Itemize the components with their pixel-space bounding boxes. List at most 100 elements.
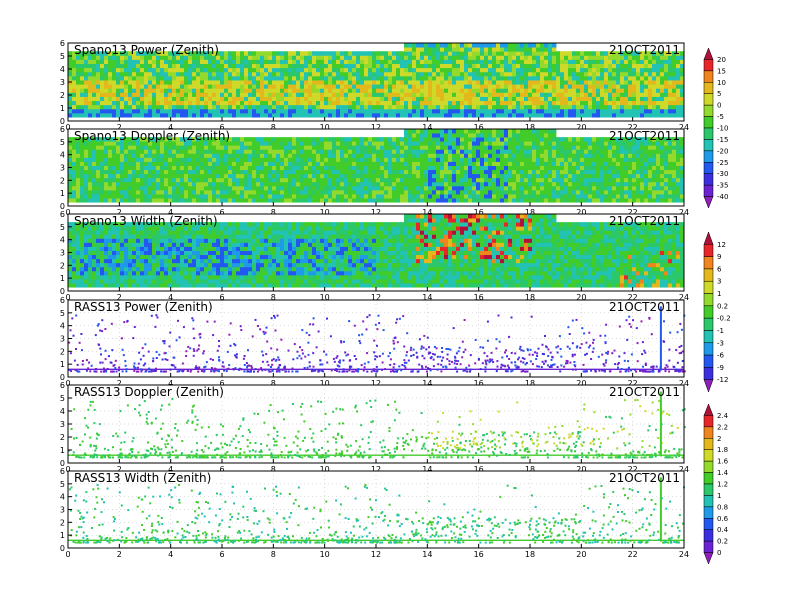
heatmap-cell	[596, 80, 600, 85]
heatmap-cell	[584, 170, 588, 174]
heatmap-cell	[580, 97, 584, 102]
heatmap-cell	[436, 182, 440, 186]
heatmap-cell	[388, 105, 392, 110]
heatmap-cell	[272, 162, 276, 166]
heatmap-cell	[368, 97, 372, 102]
heatmap-cell	[540, 68, 544, 73]
heatmap-cell	[396, 149, 400, 153]
heatmap-cell	[620, 174, 624, 178]
heatmap-cell	[108, 72, 112, 77]
heatmap-cell	[116, 88, 120, 93]
heatmap-cell	[140, 166, 144, 170]
heatmap-cell	[384, 59, 388, 64]
heatmap-cell	[132, 59, 136, 64]
heatmap-cell	[112, 194, 116, 198]
heatmap-cell	[80, 153, 84, 157]
heatmap-cell	[264, 68, 268, 73]
heatmap-cell	[464, 109, 468, 114]
heatmap-cell	[408, 170, 412, 174]
heatmap-cell	[508, 194, 512, 198]
heatmap-cell	[540, 43, 544, 48]
heatmap-cell	[352, 55, 356, 60]
heatmap-cell	[324, 59, 328, 64]
heatmap-cell	[444, 55, 448, 60]
heatmap-cell	[92, 80, 96, 85]
heatmap-cell	[344, 72, 348, 77]
heatmap-cell	[364, 101, 368, 106]
heatmap-cell	[264, 51, 268, 56]
heatmap-cell	[172, 97, 176, 102]
heatmap-cell	[124, 109, 128, 114]
heatmap-cell	[88, 101, 92, 106]
heatmap-cell	[136, 162, 140, 166]
heatmap-cell	[480, 76, 484, 81]
heatmap-cell	[580, 190, 584, 194]
heatmap-cell	[120, 101, 124, 106]
heatmap-cell	[396, 84, 400, 89]
heatmap-cell	[548, 166, 552, 170]
heatmap-cell	[432, 105, 436, 110]
heatmap-cell	[508, 198, 512, 202]
heatmap-cell	[676, 101, 680, 106]
heatmap-cell	[400, 149, 404, 153]
heatmap-cell	[636, 182, 640, 186]
heatmap-cell	[188, 84, 192, 89]
heatmap-cell	[560, 105, 564, 110]
heatmap-cell	[244, 92, 248, 97]
heatmap-cell	[148, 113, 152, 118]
heatmap-cell	[444, 162, 448, 166]
heatmap-cell	[232, 92, 236, 97]
heatmap-cell	[104, 190, 108, 194]
heatmap-cell	[100, 72, 104, 77]
heatmap-cell	[264, 109, 268, 114]
heatmap-cell	[548, 153, 552, 157]
heatmap-cell	[552, 59, 556, 64]
heatmap-cell	[420, 88, 424, 93]
heatmap-cell	[500, 137, 504, 141]
heatmap-cell	[468, 178, 472, 182]
heatmap-cell	[328, 162, 332, 166]
heatmap-cell	[472, 47, 476, 52]
heatmap-cell	[524, 92, 528, 97]
heatmap-cell	[344, 80, 348, 85]
heatmap-cell	[652, 72, 656, 77]
heatmap-cell	[264, 55, 268, 60]
heatmap-cell	[336, 194, 340, 198]
heatmap-cell	[116, 97, 120, 102]
heatmap-cell	[436, 59, 440, 64]
heatmap-cell	[332, 101, 336, 106]
heatmap-cell	[376, 97, 380, 102]
heatmap-cell	[192, 105, 196, 110]
heatmap-cell	[312, 149, 316, 153]
heatmap-cell	[540, 153, 544, 157]
heatmap-cell	[248, 137, 252, 141]
heatmap-cell	[420, 145, 424, 149]
heatmap-cell	[348, 170, 352, 174]
heatmap-cell	[584, 68, 588, 73]
heatmap-cell	[236, 113, 240, 118]
heatmap-cell	[432, 80, 436, 85]
heatmap-cell	[460, 153, 464, 157]
heatmap-cell	[604, 186, 608, 190]
heatmap-cell	[388, 55, 392, 60]
heatmap-cell	[500, 133, 504, 137]
heatmap-cell	[336, 141, 340, 145]
heatmap-cell	[256, 101, 260, 106]
heatmap-cell	[604, 72, 608, 77]
heatmap-cell	[368, 68, 372, 73]
heatmap-cell	[140, 174, 144, 178]
heatmap-cell	[364, 105, 368, 110]
heatmap-cell	[528, 198, 532, 202]
heatmap-cell	[576, 109, 580, 114]
heatmap-cell	[324, 88, 328, 93]
heatmap-cell	[136, 190, 140, 194]
heatmap-cell	[460, 162, 464, 166]
heatmap-cell	[188, 157, 192, 161]
heatmap-cell	[448, 182, 452, 186]
heatmap-cell	[268, 109, 272, 114]
heatmap-cell	[500, 153, 504, 157]
heatmap-cell	[504, 198, 508, 202]
heatmap-cell	[256, 170, 260, 174]
heatmap-cell	[296, 97, 300, 102]
heatmap-cell	[412, 182, 416, 186]
